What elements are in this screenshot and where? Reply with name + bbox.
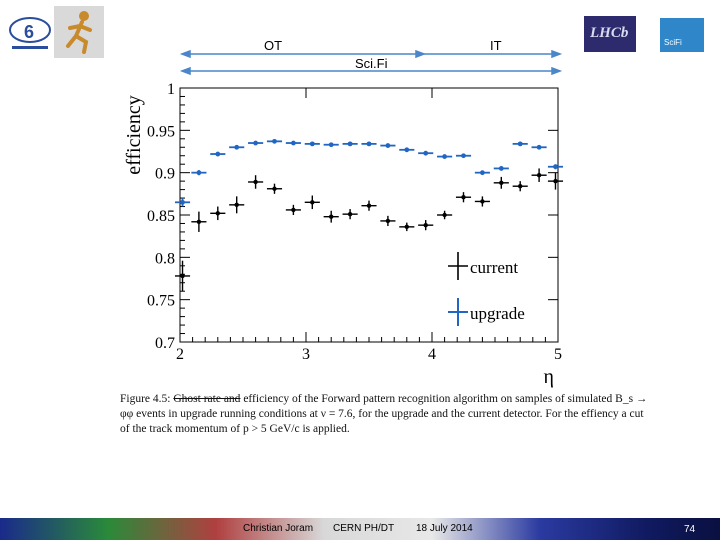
series-group (174, 138, 564, 292)
data-point (423, 150, 429, 156)
scifi-arrow-right-head (551, 66, 563, 76)
data-point (442, 154, 447, 159)
legend-label-upgrade: upgrade (470, 304, 525, 323)
y-axis-label: efficiency (123, 95, 145, 175)
x-tick-label: 3 (302, 346, 310, 363)
y-tick-label: 0.7 (155, 335, 175, 352)
scifi-logo: SciFi (660, 18, 704, 52)
data-point (536, 144, 542, 150)
x-tick-labels: 2 3 4 5 (176, 346, 562, 363)
data-point (215, 151, 221, 157)
data-point (234, 202, 239, 208)
data-point (347, 141, 353, 147)
ot-arrow-right-head (415, 49, 427, 59)
data-point (234, 144, 240, 150)
data-point (480, 199, 485, 204)
cern-60-logo: 6 (9, 17, 51, 49)
legend: current upgrade (448, 252, 525, 326)
y-tick-label: 0.9 (155, 166, 175, 183)
data-point (442, 212, 447, 218)
lhcb-logo: LHCb (584, 16, 636, 52)
data-point (180, 199, 185, 205)
data-point (329, 214, 334, 219)
data-point (196, 170, 202, 176)
data-point (385, 143, 391, 148)
data-point (461, 195, 466, 200)
data-point (347, 211, 353, 217)
data-point (480, 170, 485, 176)
data-point (253, 179, 258, 185)
page-number: 74 (684, 524, 696, 535)
data-point (309, 141, 315, 147)
y-tick-labels: 0.7 0.75 0.8 0.85 0.9 0.95 1 (147, 81, 175, 352)
x-tick-label: 5 (554, 346, 562, 363)
data-point (328, 142, 334, 148)
data-point (291, 140, 296, 146)
runner-icon (54, 6, 104, 58)
x-axis-label: η (544, 366, 554, 388)
lhcb-logo-text: LHCb (590, 25, 629, 41)
data-point (404, 147, 410, 153)
caption-prefix: Figure 4.5: (120, 393, 174, 405)
y-tick-label: 0.75 (147, 293, 175, 310)
footer-author: Christian Joram (243, 523, 314, 534)
data-point (215, 211, 220, 216)
region-label-it: IT (490, 38, 502, 53)
data-point (404, 224, 409, 230)
data-point (423, 222, 428, 228)
data-point (272, 138, 277, 144)
y-tick-label: 1 (167, 81, 175, 98)
footer-org: CERN PH/DT (333, 523, 395, 534)
data-point (517, 141, 523, 147)
region-label-scifi: Sci.Fi (355, 56, 388, 71)
data-point (553, 164, 558, 170)
data-point (461, 153, 466, 159)
data-point (291, 207, 296, 213)
it-arrow-right-head (551, 49, 563, 59)
data-point (180, 273, 185, 279)
axis-ticks (179, 87, 559, 343)
footer-date: 18 July 2014 (416, 523, 473, 534)
footer-bar (0, 518, 720, 540)
caption-struck-text: Ghost rate and (173, 393, 241, 405)
x-tick-label: 4 (428, 346, 436, 363)
y-tick-label: 0.95 (147, 123, 175, 140)
figure-caption: Figure 4.5: Ghost rate and efficiency of… (120, 392, 648, 437)
region-label-ot: OT (264, 38, 283, 53)
data-point (253, 140, 258, 146)
data-point (366, 141, 372, 147)
x-tick-label: 2 (176, 346, 184, 363)
ot-arrow-left-head (179, 49, 191, 59)
svg-text:6: 6 (24, 22, 34, 42)
data-point (536, 173, 542, 178)
series-upgrade (174, 138, 564, 207)
scifi-arrow-left-head (179, 66, 191, 76)
region-arrows (179, 49, 563, 76)
caption-text: efficiency of the Forward pattern recogn… (120, 393, 648, 435)
data-point (553, 178, 558, 184)
data-point (385, 218, 391, 224)
data-point (499, 180, 504, 186)
scifi-logo-text: SciFi (664, 38, 682, 47)
data-point (196, 219, 202, 224)
data-point (310, 200, 315, 205)
data-point (518, 184, 523, 189)
y-tick-label: 0.85 (147, 208, 175, 225)
y-tick-label: 0.8 (155, 250, 175, 267)
series-current (174, 168, 564, 292)
data-point (498, 166, 504, 171)
legend-label-current: current (470, 258, 518, 277)
data-point (366, 203, 372, 208)
data-point (272, 186, 277, 191)
